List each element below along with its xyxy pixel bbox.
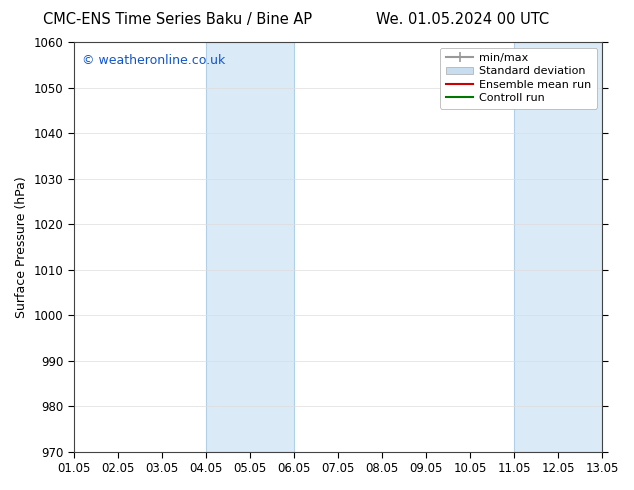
Text: © weatheronline.co.uk: © weatheronline.co.uk — [82, 54, 225, 67]
Y-axis label: Surface Pressure (hPa): Surface Pressure (hPa) — [15, 176, 28, 318]
Legend: min/max, Standard deviation, Ensemble mean run, Controll run: min/max, Standard deviation, Ensemble me… — [440, 48, 597, 109]
Text: We. 01.05.2024 00 UTC: We. 01.05.2024 00 UTC — [376, 12, 550, 27]
Bar — [514, 42, 602, 452]
Bar — [206, 42, 294, 452]
Text: CMC-ENS Time Series Baku / Bine AP: CMC-ENS Time Series Baku / Bine AP — [43, 12, 312, 27]
